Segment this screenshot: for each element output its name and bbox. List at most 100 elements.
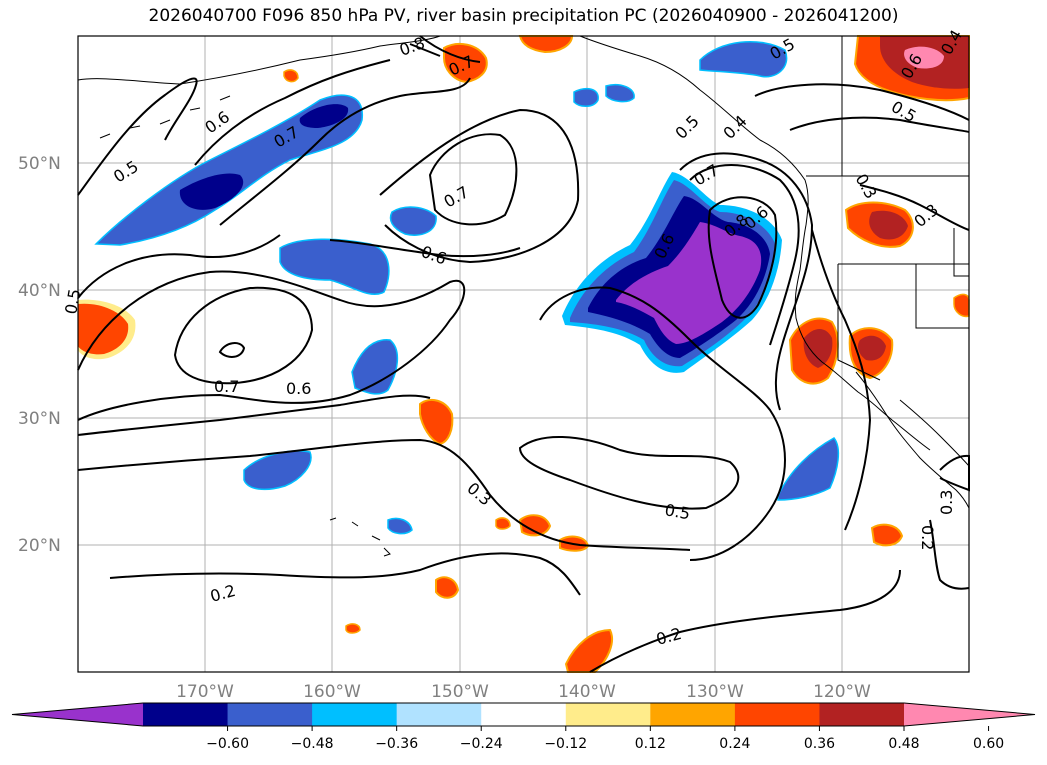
lat-label-30n: 30°N	[18, 409, 61, 429]
longitude-labels: 170°W 160°W 150°W 140°W 130°W 120°W	[176, 682, 871, 702]
positive-pc-regions	[78, 35, 970, 673]
pos-region-small-nw	[283, 69, 299, 83]
gridlines	[78, 36, 969, 672]
clabel-1: 0.5	[110, 157, 142, 187]
contour-eastpac-08	[707, 196, 778, 319]
colorbar-segment	[565, 703, 651, 726]
contour-eastpac-07	[679, 152, 814, 411]
neg-region-small-2	[573, 87, 599, 107]
contour-south-02b	[589, 569, 901, 673]
clabel-25: 0.3	[463, 479, 495, 510]
us-state-border-4	[953, 228, 969, 277]
lon-label-120w: 120°W	[813, 682, 871, 702]
clabel-19: 0.3	[910, 200, 942, 231]
clabel-24: 0.2	[654, 624, 684, 649]
colorbar-extend-low	[12, 703, 143, 726]
neg-region-aleutian-core-2	[299, 104, 349, 128]
contour-nw-07	[219, 77, 471, 226]
colorbar-segment	[734, 703, 820, 726]
colorbar-tick-label: −0.48	[291, 736, 334, 752]
lat-label-20n: 20°N	[18, 536, 61, 556]
contour-eastpac-05	[518, 435, 740, 510]
colorbar-tick-label: −0.24	[460, 736, 503, 752]
clabel-6: 0.6	[419, 242, 449, 269]
pos-region-right-edge	[953, 293, 970, 318]
pos-region-ca-interior-dark	[858, 335, 886, 361]
clabel-15: 0.5	[671, 111, 702, 142]
lat-label-50n: 50°N	[18, 154, 61, 174]
colorbar-segment	[227, 703, 313, 726]
pos-region-south-4	[435, 576, 460, 599]
colorbar-outline	[11, 702, 1036, 727]
colorbar-tick-label: −0.12	[544, 736, 587, 752]
hawaii-islands	[329, 517, 391, 557]
colorbar-tick-label: 0.24	[719, 736, 750, 752]
mexico-coast	[899, 399, 970, 467]
clabel-23: 0.2	[208, 581, 238, 606]
pos-region-south-1	[518, 514, 552, 537]
map-title: 2026040700 F096 850 hPa PV, river basin …	[148, 6, 899, 26]
contour-top-06	[419, 35, 481, 63]
colorbar-tick-label: 0.12	[635, 736, 666, 752]
pnw-coast	[794, 224, 931, 451]
contour-top-08	[409, 43, 441, 57]
colorbar-segment	[312, 703, 398, 726]
pos-region-small-5	[495, 517, 511, 530]
latitude-labels: 50°N 40°N 30°N 20°N	[18, 154, 61, 556]
neg-region-south	[243, 450, 312, 491]
neg-region-aleutian-band	[94, 94, 363, 246]
clabel-9: 0.6	[286, 379, 311, 398]
map-frame	[77, 35, 970, 673]
contour-ne-04	[789, 116, 970, 133]
pos-region-bottom-1	[564, 628, 614, 673]
colorbar-segment	[650, 703, 736, 726]
colorbar-tick-label: −0.60	[206, 736, 249, 752]
colorbar-tick-label: 0.48	[888, 736, 919, 752]
colorbar-segment	[481, 703, 567, 726]
neg-region-small-4	[387, 517, 413, 535]
neg-region-baja-sw	[777, 437, 840, 501]
lat-label-40n: 40°N	[18, 281, 61, 301]
clabel-22: 0.5	[663, 500, 691, 523]
clabel-21: 0.3	[937, 490, 956, 515]
contour-gyre-06	[379, 108, 580, 264]
colorbar-extend-high	[904, 703, 1035, 726]
colorbar: −0.60 −0.48 −0.36 −0.24 −0.12 0.12 0.24 0.36 0.4…	[11, 702, 1036, 752]
neg-region-central	[279, 238, 390, 295]
contour-west-06	[77, 234, 281, 299]
pos-region-gulf-ak-n	[443, 42, 488, 84]
pv-contours	[77, 35, 970, 673]
baja-coast	[855, 371, 970, 509]
contour-mid-03	[77, 438, 691, 551]
clabel-20: 0.2	[918, 525, 937, 550]
pos-region-ca-coast-dark	[803, 329, 833, 368]
contour-nw-05	[77, 77, 198, 196]
contour-west-outer	[77, 270, 466, 421]
contour-south-02	[109, 552, 581, 596]
alaska-se-coast	[579, 35, 809, 226]
neg-region-aleutian-core	[179, 173, 244, 210]
aleutian-islands	[99, 95, 231, 139]
pos-region-top-center	[518, 35, 574, 54]
negative-pc-regions	[94, 40, 840, 535]
colorbar-segment	[143, 703, 229, 726]
pos-region-hawaii-e	[419, 398, 454, 446]
lon-label-170w: 170°W	[176, 682, 234, 702]
contour-eastpac-06	[539, 286, 786, 561]
colorbar-tick-label: 0.36	[804, 736, 835, 752]
pos-region-ne-corner-pink	[904, 46, 944, 69]
contour-nw-06	[194, 59, 391, 166]
neg-region-gulf-ak	[699, 40, 788, 78]
coastlines	[77, 35, 970, 557]
colorbar-segment	[819, 703, 905, 726]
neg-region-small-1	[389, 206, 437, 236]
contour-se-03	[929, 519, 970, 590]
clabel-16: 0.4	[719, 111, 750, 142]
neg-region-small-3	[605, 84, 635, 103]
contour-west-small	[218, 342, 246, 358]
contour-gyre-07	[428, 133, 518, 226]
us-state-border-3	[837, 264, 881, 381]
pos-region-south-3	[870, 523, 904, 547]
colorbar-segment	[396, 703, 482, 726]
